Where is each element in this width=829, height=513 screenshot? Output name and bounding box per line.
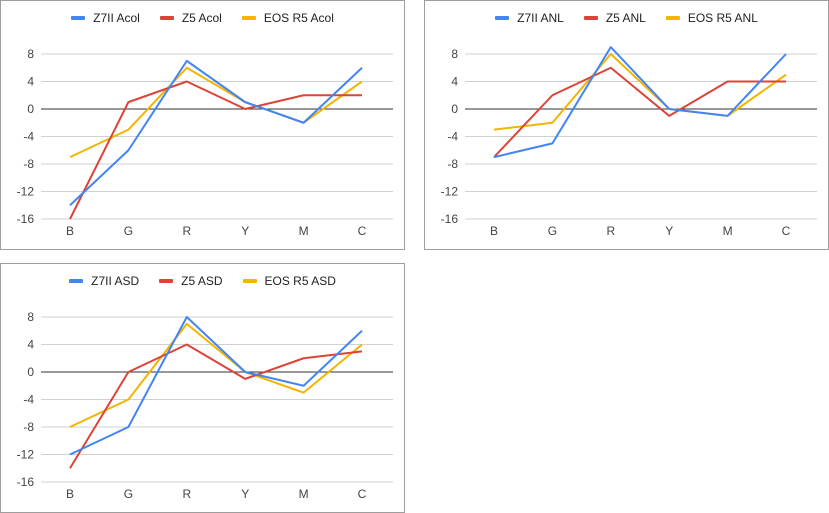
x-tick-label: C: [782, 224, 791, 238]
y-tick-label: -12: [17, 185, 35, 199]
x-tick-label: M: [299, 224, 309, 238]
legend-swatch: [71, 16, 86, 20]
series-line: [493, 66, 786, 158]
legend-swatch: [242, 279, 257, 283]
plot-area: 8 4 0 -4 -8 -12 -16 B G R Y M C: [441, 46, 817, 238]
y-tick-label: -8: [23, 157, 34, 171]
legend-label: EOS R5 Acol: [263, 11, 334, 25]
series-line: [69, 80, 362, 220]
series-line: [69, 343, 363, 469]
legend-item[interactable]: EOS R5 ASD: [242, 274, 336, 288]
x-tick-label: C: [358, 487, 367, 501]
legend-item[interactable]: Z5 ASD: [159, 274, 223, 288]
y-tick-label: -16: [17, 212, 35, 226]
x-tick-label: C: [358, 224, 367, 238]
legend-label: EOS R5 ASD: [264, 274, 336, 288]
y-tick-label: 4: [27, 75, 34, 89]
legend-swatch: [159, 16, 174, 20]
legend-item[interactable]: Z5 Acol: [159, 11, 222, 25]
legend-item[interactable]: EOS R5 ANL: [665, 11, 758, 25]
y-tick-label: -16: [17, 475, 35, 489]
legend-swatch: [583, 16, 598, 20]
legend: Z7II ASD Z5 ASD EOS R5 ASD: [1, 274, 404, 288]
plot-area: 8 4 0 -4 -8 -12 -16 B G R Y M C: [17, 47, 393, 238]
legend-label: Z7II ANL: [517, 11, 564, 25]
y-tick-label: -16: [441, 212, 459, 226]
y-tick-label: -8: [23, 420, 34, 434]
series-line: [69, 66, 363, 159]
x-tick-label: Y: [241, 487, 249, 501]
y-tick-label: 8: [27, 47, 34, 61]
legend-label: Z7II Acol: [93, 11, 140, 25]
x-tick-label: B: [490, 224, 498, 238]
x-tick-label: G: [124, 224, 133, 238]
y-tick-label: -12: [17, 448, 35, 462]
legend-item[interactable]: EOS R5 Acol: [241, 11, 334, 25]
legend: Z7II ANL Z5 ANL EOS R5 ANL: [425, 11, 828, 25]
series-line: [69, 316, 363, 456]
series-line: [69, 59, 363, 206]
x-tick-label: Y: [241, 224, 249, 238]
x-tick-label: M: [723, 224, 733, 238]
chart-anl: Z7II ANL Z5 ANL EOS R5 ANL 8 4 0 -4 -8 -12 -16 B G R…: [424, 0, 829, 250]
y-tick-label: 0: [27, 102, 34, 116]
x-tick-label: R: [182, 487, 191, 501]
legend: Z7II Acol Z5 Acol EOS R5 Acol: [1, 11, 404, 25]
y-tick-label: -8: [447, 157, 458, 171]
x-tick-label: B: [66, 224, 74, 238]
series-line: [493, 53, 787, 131]
x-tick-label: R: [606, 224, 615, 238]
y-tick-label: -4: [447, 130, 458, 144]
legend-item[interactable]: Z7II ANL: [495, 11, 564, 25]
legend-label: EOS R5 ANL: [687, 11, 758, 25]
legend-swatch: [241, 16, 256, 20]
y-tick-label: 8: [27, 310, 34, 324]
legend-item[interactable]: Z5 ANL: [583, 11, 646, 25]
legend-swatch: [665, 16, 680, 20]
legend-label: Z5 ANL: [605, 11, 646, 25]
legend-swatch: [159, 279, 174, 283]
series-line: [69, 322, 363, 428]
legend-item[interactable]: Z7II ASD: [69, 274, 139, 288]
x-tick-label: M: [299, 487, 309, 501]
x-tick-label: R: [182, 224, 191, 238]
chart-asd: Z7II ASD Z5 ASD EOS R5 ASD 8 4 0 -4 -8 -12 -16 B G R…: [0, 263, 405, 513]
legend-label: Z7II ASD: [91, 274, 140, 288]
plot-area: 8 4 0 -4 -8 -12 -16 B G R Y M C: [17, 310, 393, 501]
y-tick-label: 0: [27, 365, 34, 379]
legend-label: Z5 ASD: [181, 274, 223, 288]
legend-label: Z5 Acol: [181, 11, 222, 25]
y-tick-label: 0: [451, 102, 458, 116]
y-tick-label: 4: [451, 75, 458, 89]
y-tick-label: 8: [451, 47, 458, 61]
legend-item[interactable]: Z7II Acol: [71, 11, 140, 25]
chart-acol: Z7II Acol Z5 Acol EOS R5 Acol 8 4 0 -4 -8 -12 -16…: [0, 0, 405, 250]
x-tick-label: Y: [665, 224, 673, 238]
legend-swatch: [495, 16, 510, 20]
x-tick-label: G: [548, 224, 557, 238]
x-tick-label: B: [66, 487, 74, 501]
x-tick-label: G: [124, 487, 133, 501]
y-tick-label: -4: [23, 130, 34, 144]
series-line: [493, 46, 787, 159]
y-tick-label: 4: [27, 338, 34, 352]
legend-swatch: [69, 279, 84, 283]
y-tick-label: -12: [441, 185, 459, 199]
y-tick-label: -4: [23, 393, 34, 407]
